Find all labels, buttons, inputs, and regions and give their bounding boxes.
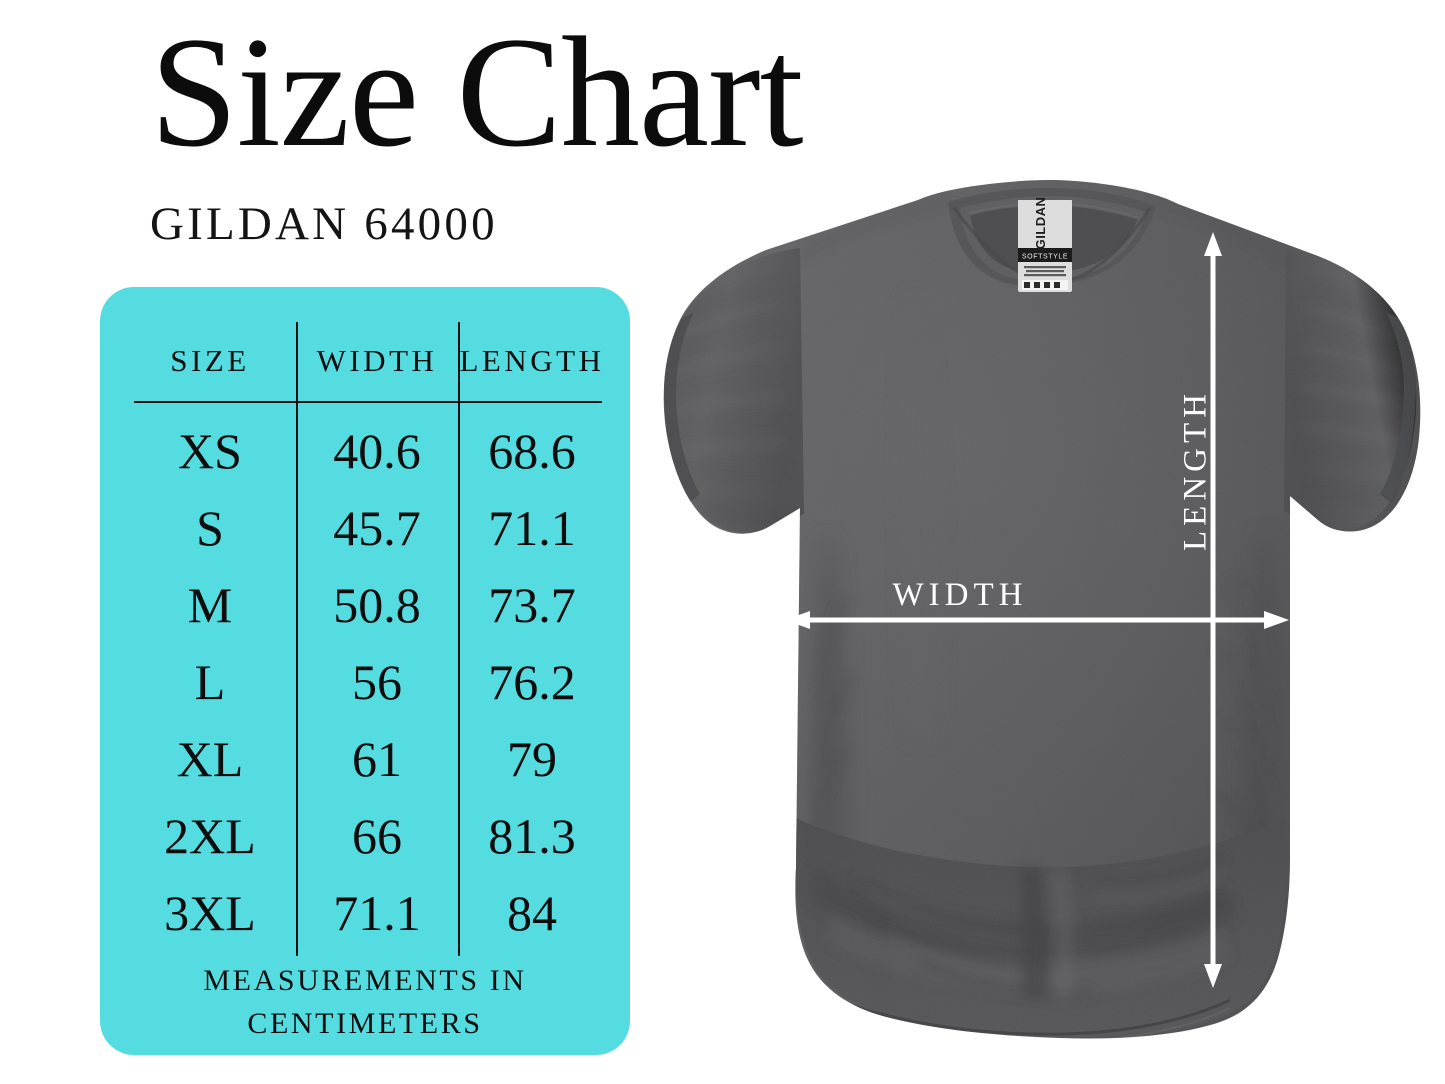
table-row: S 45.7 71.1: [124, 489, 606, 566]
cell-length: 71.1: [488, 499, 576, 556]
table-header-row: SIZE WIDTH LENGTH: [124, 334, 606, 388]
cell-length: 81.3: [488, 807, 576, 864]
cell-width: 45.7: [333, 499, 421, 556]
table-row: M 50.8 73.7: [124, 566, 606, 643]
cell-width: 50.8: [333, 576, 421, 633]
column-divider-line-2: [458, 322, 460, 956]
cell-size: XS: [178, 422, 242, 479]
cell-size: M: [187, 576, 233, 633]
table-row: XL 61 79: [124, 720, 606, 797]
units-note-line-2: CENTIMETERS: [247, 1006, 483, 1040]
page-title: Size Chart: [150, 5, 804, 180]
cell-size: S: [196, 499, 224, 556]
length-measurement-label: LENGTH: [1177, 389, 1214, 551]
measurement-table-card: SIZE WIDTH LENGTH XS 40.6 68.6 S 45.7 71…: [100, 287, 630, 1055]
svg-text:SOFTSTYLE: SOFTSTYLE: [1022, 254, 1068, 261]
size-table: SIZE WIDTH LENGTH XS 40.6 68.6 S 45.7 71…: [124, 308, 606, 1040]
cell-length: 76.2: [488, 653, 576, 710]
product-model-subtitle: GILDAN 64000: [150, 198, 498, 250]
cell-width: 66: [352, 807, 402, 864]
tshirt-product-image: GILDAN SOFTSTYLE: [618, 178, 1445, 1084]
cell-width: 71.1: [333, 884, 421, 941]
cell-width: 61: [352, 730, 402, 787]
table-row: 2XL 66 81.3: [124, 797, 606, 874]
cell-length: 73.7: [488, 576, 576, 633]
column-divider-line-1: [296, 322, 298, 956]
neck-tag: GILDAN SOFTSTYLE: [1018, 197, 1072, 292]
header-divider-line: [134, 401, 602, 403]
table-body: XS 40.6 68.6 S 45.7 71.1 M 50.8 73.7 L 5…: [124, 412, 606, 951]
cell-size: XL: [176, 730, 244, 787]
table-row: 3XL 71.1 84: [124, 874, 606, 951]
units-note-line-1: MEASUREMENTS IN: [203, 964, 527, 997]
cell-size: 2XL: [164, 807, 256, 864]
cell-width: 40.6: [333, 422, 421, 479]
svg-text:GILDAN: GILDAN: [1033, 197, 1048, 250]
column-header-length: LENGTH: [459, 343, 605, 378]
table-row: L 56 76.2: [124, 643, 606, 720]
cell-length: 84: [507, 884, 557, 941]
cell-length: 68.6: [488, 422, 576, 479]
table-row: XS 40.6 68.6: [124, 412, 606, 489]
column-header-width: WIDTH: [316, 343, 438, 378]
measurement-units-note: MEASUREMENTS IN CENTIMETERS: [124, 960, 606, 1045]
width-measurement-label: WIDTH: [892, 577, 1028, 613]
cell-length: 79: [507, 730, 557, 787]
cell-width: 56: [352, 653, 402, 710]
cell-size: 3XL: [164, 884, 256, 941]
cell-size: L: [194, 653, 226, 710]
column-header-size: SIZE: [170, 343, 250, 378]
